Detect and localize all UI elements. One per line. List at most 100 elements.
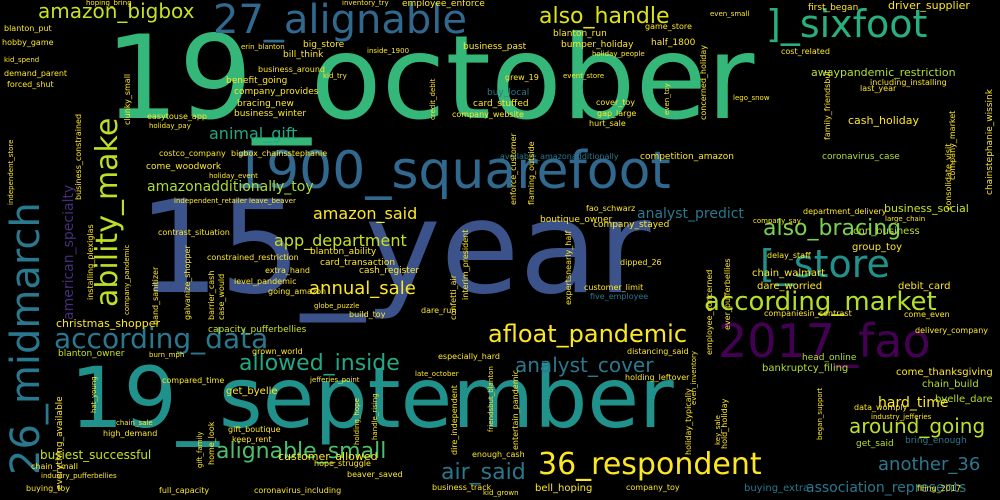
word: get_byelle [226,386,278,397]
word: ability_make [90,117,125,307]
word: company_stayed [593,220,670,230]
word: installing_plexiglas [86,224,95,300]
word: business_track [432,483,492,492]
word: distancing_said [627,347,689,356]
word: alignable_small [216,439,387,464]
word: byelle_dare [935,394,993,405]
word: amazonadditionally_toy [147,179,314,195]
word: cover_toy [596,98,636,107]
word: also_bracing [763,216,902,241]
word: chainstephanie_wissink [985,89,995,195]
word: employee_concerned [705,269,714,355]
word: business_around [258,65,325,74]
word: holding_hope [353,398,361,445]
word: card_transaction [320,258,396,268]
word: data_womply [854,403,908,412]
word: head_online [802,353,857,363]
word: 15_year [138,174,651,323]
word: bell_hoping [535,483,593,494]
word: according_market [704,287,937,317]
word: analyst_cover [515,353,654,377]
word: buy_local [487,88,530,98]
word: also_handle [539,4,670,29]
word: industry_pufferbellies [41,472,117,480]
word: even_toy [663,83,671,115]
word: blanton_run [553,29,607,39]
word: holiday_event [209,172,258,180]
word: concerned_holiday [699,44,708,120]
word: hard_time [878,395,949,411]
word: another_36 [878,454,981,475]
word: 1900_squarefoot [233,141,671,201]
word: around_going [849,414,986,438]
word: kid_spend [4,56,40,64]
word: business_social [884,202,969,215]
word: going_amazon [268,287,327,296]
word: especially_hard [438,352,500,361]
word: beaver_saved [347,470,403,479]
word: coronavirus_including [254,486,342,495]
word: event_store [563,72,605,80]
word: card_stuffed [473,99,529,109]
word: company_toy [626,483,680,492]
word: christmas_shopper [56,317,161,330]
word: capacity_pufferbellies [208,325,307,335]
word: independent_retailer [174,197,247,205]
word: cost_related [781,47,830,56]
word: chain_sale [116,419,153,427]
word: 26_midmarch [3,202,49,475]
word: blanton_ability [310,247,377,257]
word: clunky_small [123,73,132,125]
word: chain_build [922,379,979,390]
word: amazon_bigbox [38,0,195,23]
word: grew_19 [505,73,539,82]
word: busiest_successful [40,448,152,462]
word: bumper_holiday [561,40,634,50]
word: debit_card [898,281,951,292]
word: holding_leftover [625,373,690,382]
word: hobby_game [2,38,54,47]
word: delay_staff [767,251,811,260]
word: barrier_cash [207,270,216,320]
word: coronavirus_case [822,152,900,162]
word: 2017_fao [718,314,931,368]
word: hurt_sale [589,119,626,128]
word: constrained_restriction [207,253,299,262]
word: everything_available [55,396,65,490]
word: lego_snow [733,94,770,102]
word: group_toy [852,242,902,253]
word: costco_company [159,149,226,158]
word: bring_enough [905,436,967,446]
word: cnn_business [853,226,920,237]
word: available_amazonadditionally [500,152,619,161]
word: animal_gift [209,124,298,143]
word: dare_run [421,306,457,315]
word: awaypandemic_restriction [811,66,956,79]
word: gap_large [597,109,637,118]
word: annual_sale [309,278,416,299]
word: bracing_new [237,99,294,109]
word: last_year [860,84,897,93]
word: key_sale [714,415,722,445]
word: competition_amazon [640,152,734,162]
word: first_began [808,3,859,13]
word: company_website [452,110,524,119]
word: bigbox_chainsstephanie [231,149,328,158]
word: hope_struggle [314,459,371,468]
word: filing_2017 [917,484,961,493]
word: contrast_situation [158,228,230,237]
word: bill_think [283,50,324,60]
word: burn_mph [149,351,185,359]
word: gift_boutique [228,425,281,434]
word: amazon_said [313,204,418,223]
word: driver_supplier [888,0,970,12]
word: ever_pufferbellies [723,258,732,331]
word: galvanize_shopper [183,245,192,320]
word: kid_try [323,72,347,80]
word: business_constrained [74,113,83,200]
word: game_store [645,22,692,31]
word: extra_hand [265,266,310,275]
word: erin_blanton [241,43,285,51]
word: gift_family [196,431,204,468]
word: benefit_going [226,76,288,86]
